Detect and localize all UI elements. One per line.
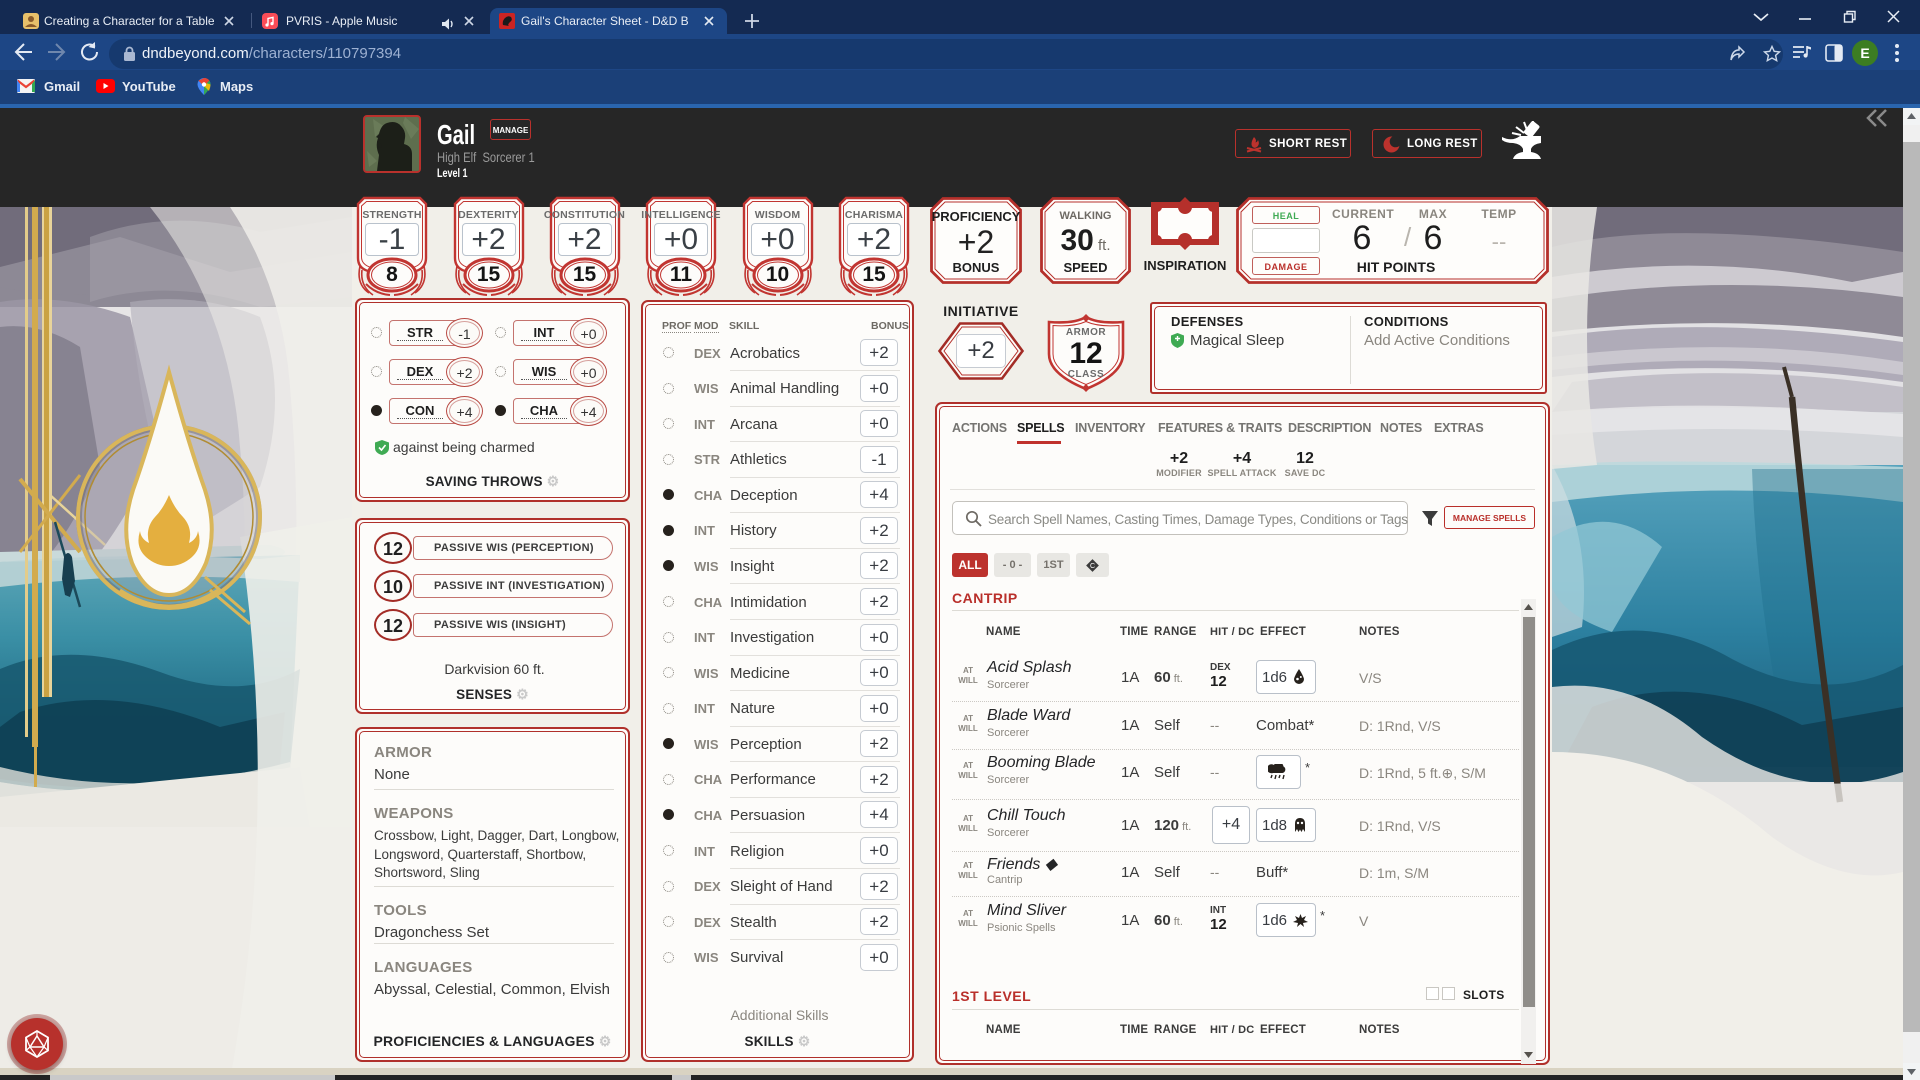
svg-text:C: C [1090, 563, 1095, 570]
